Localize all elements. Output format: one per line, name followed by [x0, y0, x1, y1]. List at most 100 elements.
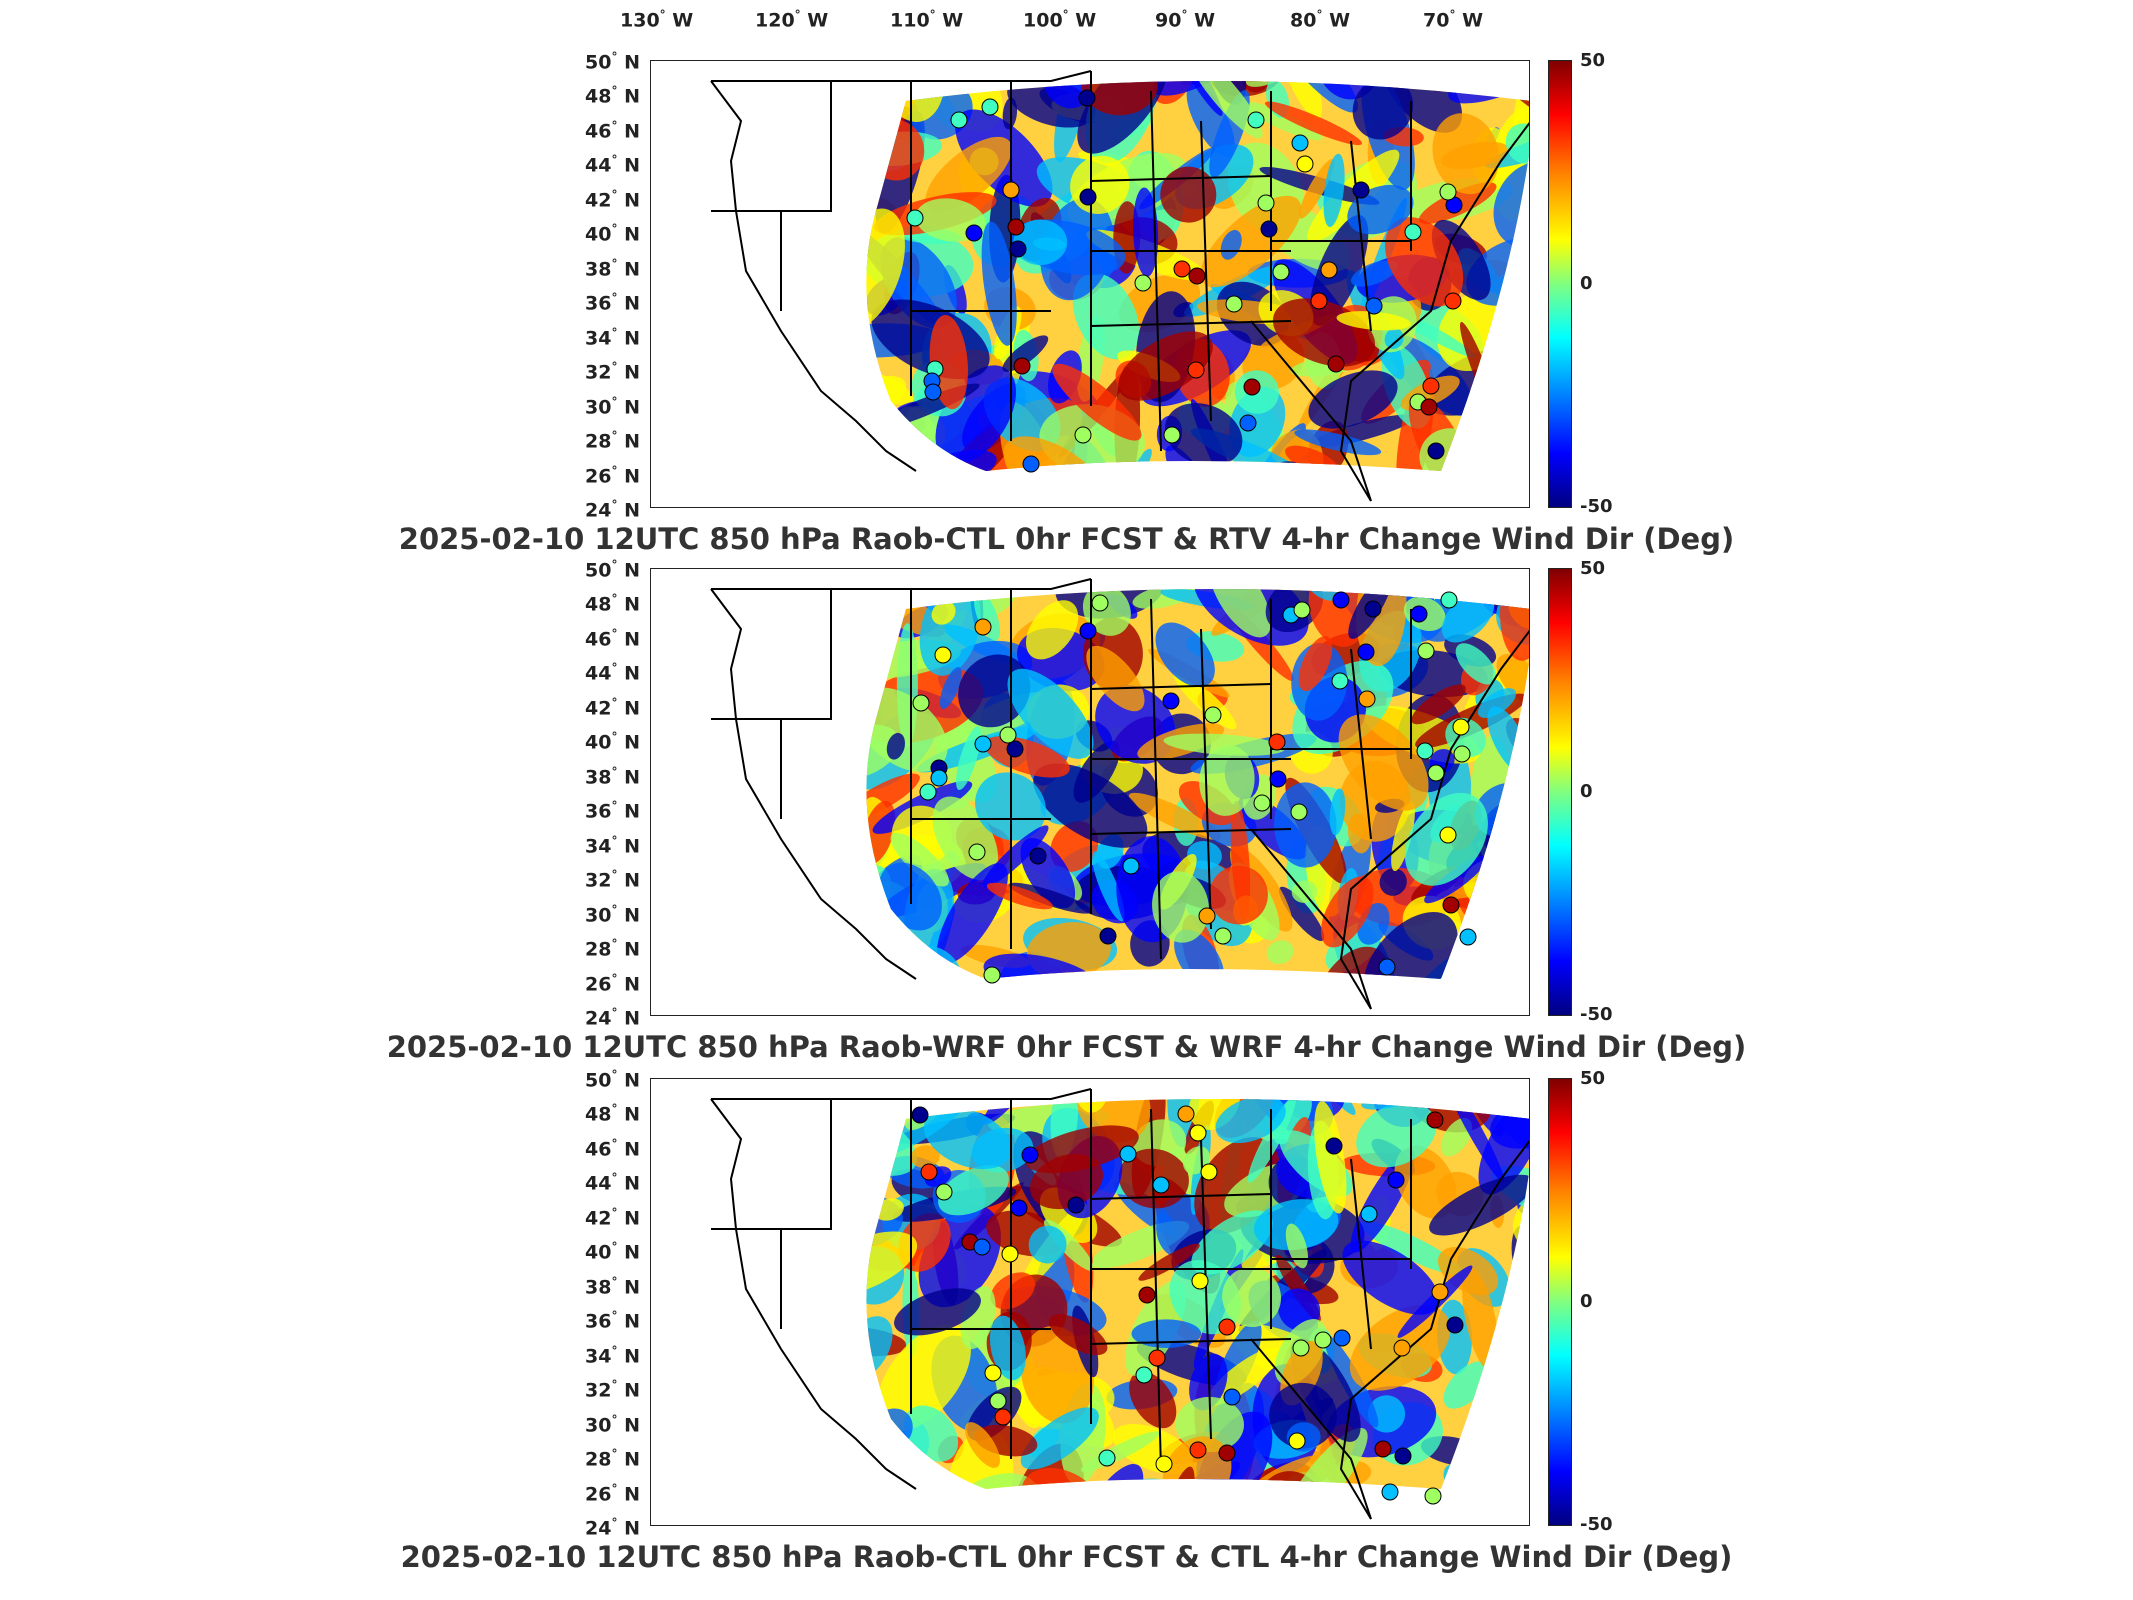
latitude-label: 24° N — [585, 1516, 640, 1540]
longitude-label: 100° W — [1023, 8, 1097, 32]
raob-station-marker — [1439, 826, 1457, 844]
state-boundary — [1150, 1108, 1162, 1470]
raob-station-marker — [1269, 770, 1287, 788]
raob-station-marker — [1427, 764, 1445, 782]
latitude-label: 44° N — [585, 661, 640, 685]
raob-station-marker — [1007, 218, 1025, 236]
latitude-label: 34° N — [585, 1343, 640, 1368]
raob-station-marker — [1253, 794, 1271, 812]
raob-station-marker — [1122, 857, 1140, 875]
raob-station-marker — [1422, 377, 1440, 395]
raob-station-marker — [1134, 274, 1152, 292]
state-boundary — [710, 1098, 917, 1490]
raob-station-marker — [920, 1163, 938, 1181]
state-boundary — [1200, 628, 1212, 930]
raob-station-marker — [1119, 1145, 1137, 1163]
raob-station-marker — [1452, 718, 1470, 736]
raob-station-marker — [994, 1408, 1012, 1426]
raob-station-marker — [1243, 378, 1261, 396]
raob-station-marker — [950, 111, 968, 129]
latitude-label: 30° N — [585, 1412, 640, 1436]
state-boundary — [1090, 828, 1292, 835]
raob-station-marker — [1442, 896, 1460, 914]
raob-station-marker — [1029, 847, 1047, 865]
state-boundary — [1350, 140, 1372, 332]
colorbar — [1548, 1078, 1572, 1526]
raob-station-marker — [1162, 692, 1180, 710]
raob-station-marker — [999, 726, 1017, 744]
latitude-label: 44° N — [585, 1171, 640, 1195]
colorbar-max: 50 — [1580, 558, 1606, 579]
raob-station-marker — [973, 1238, 991, 1256]
raob-station-marker — [1325, 1137, 1343, 1155]
raob-station-marker — [924, 383, 942, 401]
raob-station-marker — [1381, 1483, 1399, 1501]
raob-station-marker — [1364, 600, 1382, 618]
state-boundary — [711, 1099, 832, 1230]
raob-station-marker — [912, 694, 930, 712]
longitude-label: 70° W — [1423, 8, 1484, 32]
raob-station-marker — [1006, 740, 1024, 758]
raob-station-marker — [1417, 642, 1435, 660]
raob-station-marker — [1314, 1331, 1332, 1349]
raob-station-marker — [1135, 1366, 1153, 1384]
state-boundary — [1090, 1193, 1272, 1200]
colorbar-max: 50 — [1580, 1068, 1606, 1089]
raob-station-marker — [974, 735, 992, 753]
colorbar — [1548, 60, 1572, 508]
state-boundary — [1250, 320, 1372, 502]
raob-station-marker — [1378, 958, 1396, 976]
longitude-label: 80° W — [1290, 8, 1351, 32]
latitude-label: 28° N — [585, 1447, 640, 1471]
latitude-label: 42° N — [585, 1205, 640, 1230]
panel-title: 2025-02-10 12UTC 850 hPa Raob-WRF 0hr FC… — [386, 1030, 1747, 1064]
colorbar-mid: 0 — [1580, 1291, 1593, 1312]
raob-station-marker — [1002, 181, 1020, 199]
raob-station-marker — [1189, 1441, 1207, 1459]
raob-station-marker — [1078, 89, 1096, 107]
raob-station-marker — [974, 618, 992, 636]
latitude-label: 34° N — [585, 833, 640, 858]
latitude-label: 42° N — [585, 695, 640, 720]
latitude-label: 46° N — [585, 626, 640, 651]
raob-station-marker — [968, 843, 986, 861]
raob-station-marker — [984, 1364, 1002, 1382]
latitude-label: 46° N — [585, 1136, 640, 1161]
raob-station-marker — [911, 1106, 929, 1124]
state-boundary — [1090, 1338, 1292, 1345]
raob-station-marker — [1288, 1432, 1306, 1450]
state-boundary — [1090, 175, 1272, 182]
latitude-label: 40° N — [585, 1240, 640, 1264]
raob-station-marker — [1257, 194, 1275, 212]
raob-station-marker — [1291, 134, 1309, 152]
latitude-label: 46° N — [585, 118, 640, 143]
latitude-label: 48° N — [585, 84, 640, 108]
state-boundary — [1090, 320, 1292, 327]
latitude-label: 24° N — [585, 1006, 640, 1030]
raob-station-marker — [1001, 1245, 1019, 1263]
raob-station-marker — [1360, 1205, 1378, 1223]
latitude-label: 28° N — [585, 429, 640, 453]
panel-title: 2025-02-10 12UTC 850 hPa Raob-CTL 0hr FC… — [400, 1540, 1733, 1574]
raob-station-marker — [1091, 594, 1109, 612]
raob-station-marker — [1099, 927, 1117, 945]
raob-station-marker — [1290, 803, 1308, 821]
latitude-label: 40° N — [585, 222, 640, 246]
raob-station-marker — [1079, 622, 1097, 640]
raob-station-marker — [1223, 1388, 1241, 1406]
raob-station-marker — [1416, 742, 1434, 760]
state-boundary — [711, 589, 832, 720]
latitude-label: 30° N — [585, 902, 640, 926]
raob-station-marker — [981, 98, 999, 116]
raob-station-marker — [983, 966, 1001, 984]
state-boundary — [1200, 120, 1212, 422]
raob-station-marker — [1393, 1339, 1411, 1357]
raob-station-marker — [1292, 1339, 1310, 1357]
raob-station-marker — [1214, 927, 1232, 945]
latitude-label: 32° N — [585, 1378, 640, 1402]
latitude-label: 36° N — [585, 799, 640, 823]
raob-station-marker — [1358, 690, 1376, 708]
latitude-label: 42° N — [585, 187, 640, 212]
raob-station-marker — [1009, 240, 1027, 258]
raob-station-marker — [1163, 426, 1181, 444]
